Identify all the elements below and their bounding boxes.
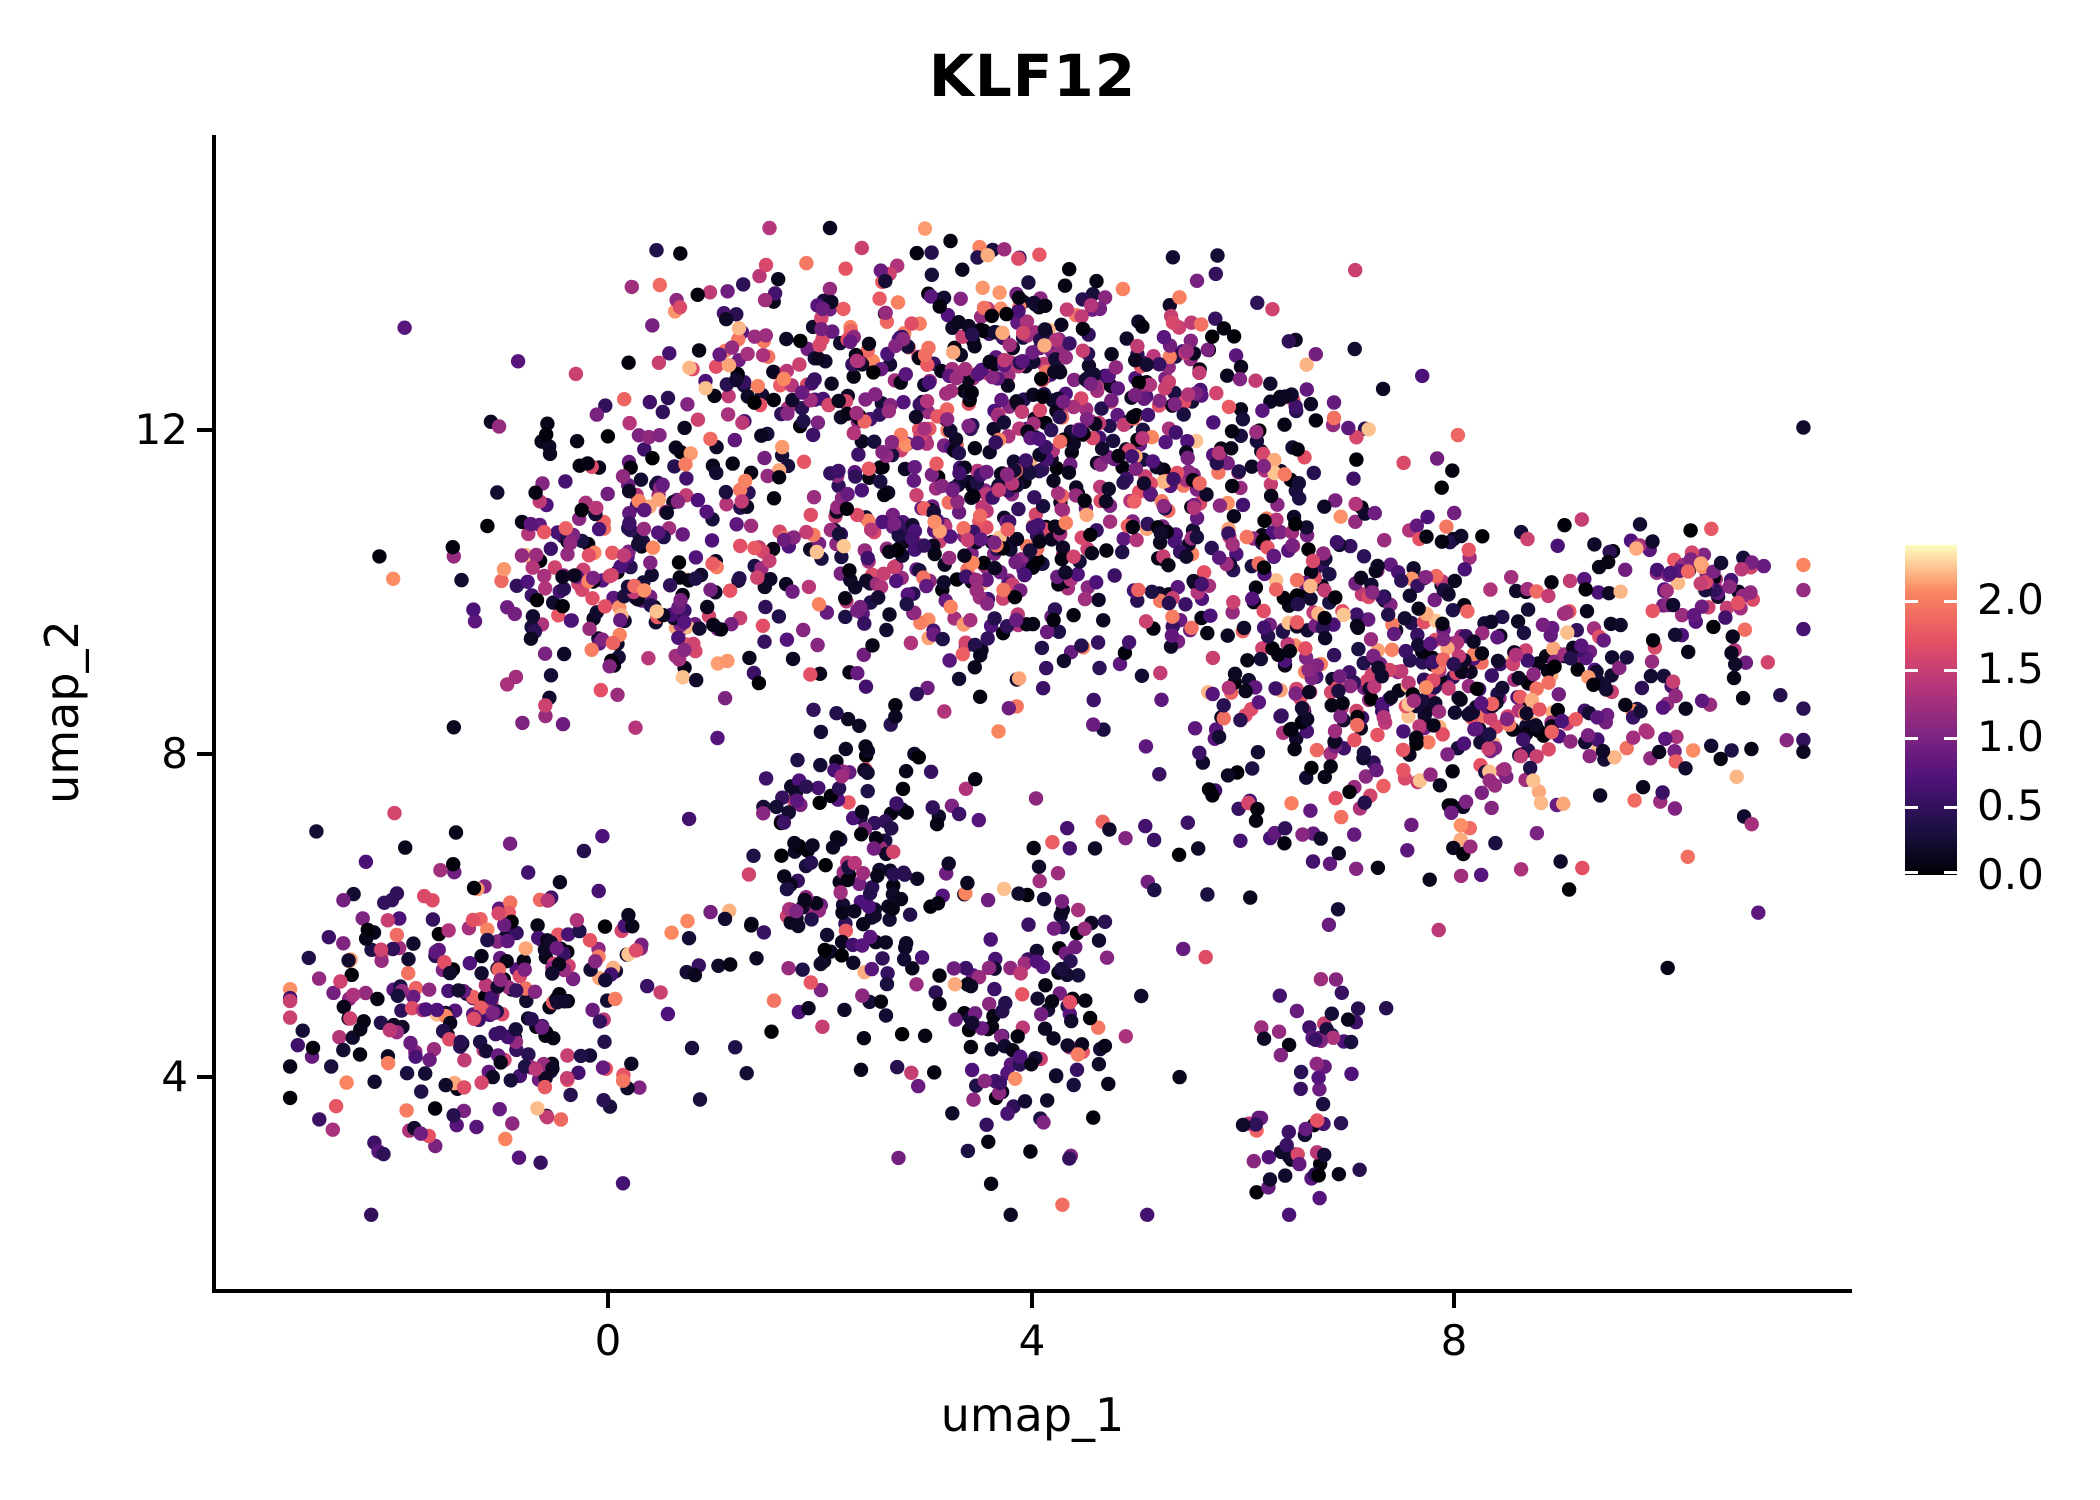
y-axis-line [212,135,216,1293]
scatter-points [282,220,1811,1223]
x-axis-tick [1030,1293,1034,1308]
x-axis-tick [1452,1293,1456,1308]
y-tick-label: 8 [161,729,188,778]
colorbar-tick-label: 1.5 [1977,644,2044,693]
x-axis-line [212,1289,1852,1293]
x-tick-label: 8 [1440,1316,1468,1365]
plot-title: KLF12 [928,42,1137,110]
colorbar-tick [1944,737,1957,740]
colorbar-legend [1905,545,1957,875]
y-axis-tick [197,752,212,756]
colorbar-tick [1905,806,1918,809]
colorbar-tick [1944,600,1957,603]
y-axis-tick [197,428,212,432]
colorbar-tick [1944,806,1957,809]
colorbar-tick [1905,737,1918,740]
x-tick-label: 4 [1018,1316,1046,1365]
y-tick-label: 12 [134,405,188,454]
y-axis-tick [197,1075,212,1079]
x-axis-title: umap_1 [940,1388,1125,1442]
x-tick-label: 0 [594,1316,622,1365]
x-axis-tick [606,1293,610,1308]
colorbar-tick-label: 1.0 [1977,712,2044,761]
colorbar-tick [1905,669,1918,672]
colorbar-tick [1905,600,1918,603]
colorbar-tick-label: 2.0 [1977,575,2044,624]
colorbar-gradient [1905,545,1957,875]
colorbar-tick [1944,871,1957,874]
colorbar-tick-label: 0.0 [1977,850,2044,899]
colorbar-tick [1944,669,1957,672]
y-tick-label: 4 [161,1052,188,1101]
colorbar-tick-label: 0.5 [1977,781,2044,830]
colorbar-tick [1905,871,1918,874]
